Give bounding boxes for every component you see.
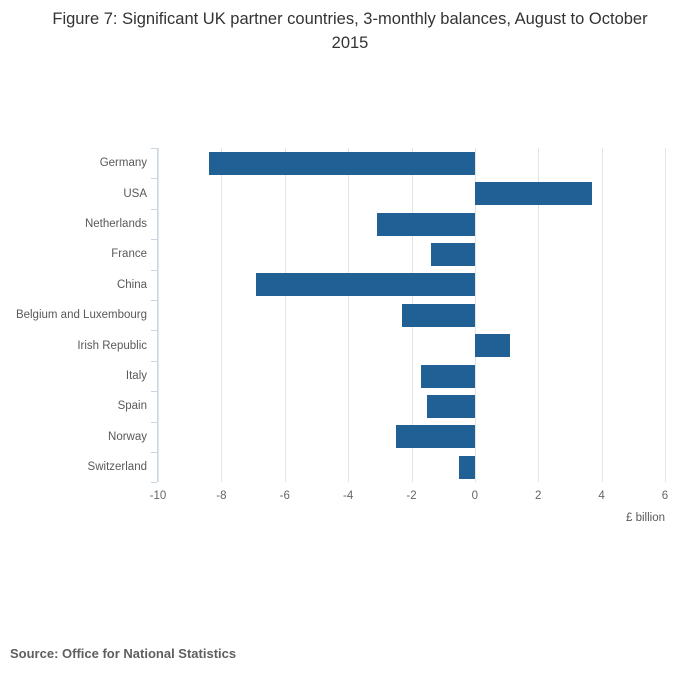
bar bbox=[459, 455, 475, 479]
x-tick-label: 6 bbox=[661, 490, 669, 502]
category-label: Irish Republic bbox=[77, 339, 147, 352]
x-tick-label: -10 bbox=[149, 490, 167, 502]
y-axis-tick bbox=[151, 452, 157, 453]
category-label: Italy bbox=[125, 370, 147, 382]
category-label: Norway bbox=[108, 430, 147, 443]
gridline bbox=[284, 148, 286, 482]
y-axis-tick bbox=[151, 208, 157, 210]
bar bbox=[256, 273, 475, 297]
source-note: Source: Office for National Statistics bbox=[10, 646, 237, 661]
y-axis-line bbox=[157, 148, 158, 482]
y-axis-tick bbox=[151, 421, 157, 423]
y-axis-tick bbox=[151, 178, 157, 180]
category-label: Spain bbox=[117, 400, 147, 413]
bar bbox=[376, 212, 475, 236]
y-axis-tick bbox=[151, 330, 157, 332]
x-tick-label: 4 bbox=[598, 490, 605, 502]
gridline bbox=[474, 148, 476, 482]
gridline bbox=[601, 148, 603, 482]
x-tick-label: 2 bbox=[535, 490, 542, 502]
category-label: China bbox=[116, 278, 147, 291]
category-label: Belgium and Luxembourg bbox=[15, 309, 147, 322]
x-tick-label: 0 bbox=[471, 490, 479, 502]
category-label: France bbox=[111, 248, 147, 261]
x-tick-label: -2 bbox=[406, 490, 417, 502]
y-axis-tick bbox=[151, 148, 157, 149]
gridline bbox=[221, 148, 223, 482]
y-axis-tick bbox=[151, 391, 157, 393]
x-tick-label: -6 bbox=[279, 490, 290, 502]
category-label: Switzerland bbox=[87, 461, 147, 474]
x-tick-label: -8 bbox=[216, 490, 227, 502]
bar bbox=[427, 394, 475, 418]
x-tick-label: -4 bbox=[343, 490, 354, 502]
gridline bbox=[665, 148, 666, 482]
y-axis-tick bbox=[151, 482, 157, 484]
bar bbox=[401, 303, 475, 327]
bar bbox=[474, 182, 593, 206]
chart-title: Figure 7: Significant UK partner countri… bbox=[52, 10, 648, 52]
bar bbox=[421, 364, 475, 388]
category-label: USA bbox=[123, 187, 147, 200]
y-axis-tick bbox=[151, 360, 157, 362]
category-label: Germany bbox=[99, 157, 147, 170]
gridline bbox=[538, 148, 540, 482]
y-axis-tick bbox=[151, 300, 157, 301]
bar bbox=[395, 425, 475, 449]
x-axis-label: £ billion bbox=[626, 512, 665, 524]
bar bbox=[474, 334, 510, 358]
y-axis-tick bbox=[151, 269, 157, 271]
bar bbox=[430, 242, 475, 266]
gridline bbox=[348, 148, 350, 482]
category-label: Netherlands bbox=[84, 218, 147, 230]
gridline bbox=[158, 148, 159, 482]
y-axis-tick bbox=[151, 239, 157, 241]
bar bbox=[208, 151, 475, 175]
